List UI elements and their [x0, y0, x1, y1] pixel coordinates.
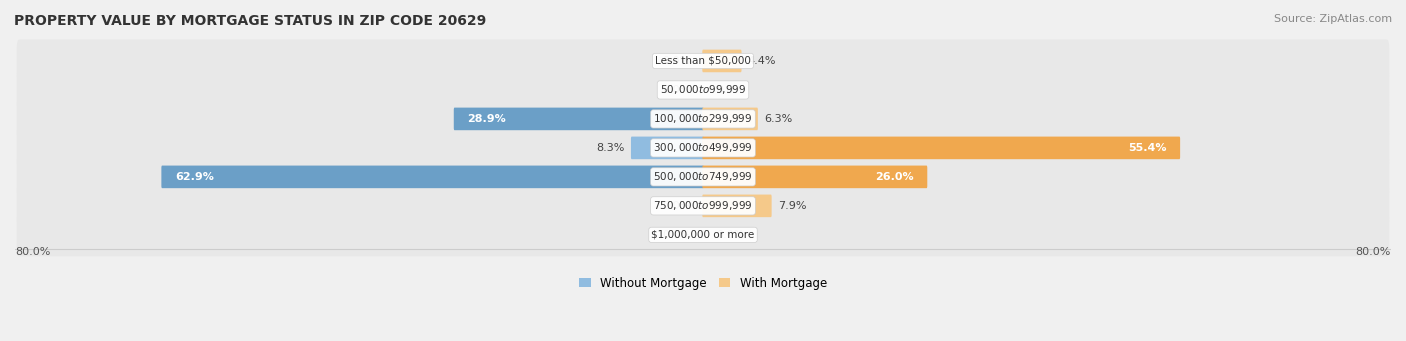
FancyBboxPatch shape [703, 108, 758, 130]
Text: 0.0%: 0.0% [662, 230, 690, 240]
Text: 0.0%: 0.0% [716, 85, 744, 95]
Text: 0.0%: 0.0% [716, 230, 744, 240]
Text: $50,000 to $99,999: $50,000 to $99,999 [659, 84, 747, 97]
Text: 0.0%: 0.0% [662, 85, 690, 95]
FancyBboxPatch shape [17, 184, 1389, 227]
Text: PROPERTY VALUE BY MORTGAGE STATUS IN ZIP CODE 20629: PROPERTY VALUE BY MORTGAGE STATUS IN ZIP… [14, 14, 486, 28]
FancyBboxPatch shape [17, 40, 1389, 83]
FancyBboxPatch shape [454, 108, 703, 130]
Text: $100,000 to $299,999: $100,000 to $299,999 [654, 113, 752, 125]
FancyBboxPatch shape [17, 69, 1389, 112]
Text: 4.4%: 4.4% [748, 56, 776, 66]
FancyBboxPatch shape [703, 137, 1180, 159]
FancyBboxPatch shape [17, 98, 1389, 140]
Text: 26.0%: 26.0% [875, 172, 914, 182]
FancyBboxPatch shape [703, 166, 928, 188]
FancyBboxPatch shape [17, 155, 1389, 198]
Text: 6.3%: 6.3% [763, 114, 793, 124]
Text: 8.3%: 8.3% [596, 143, 624, 153]
Text: Less than $50,000: Less than $50,000 [655, 56, 751, 66]
Text: $1,000,000 or more: $1,000,000 or more [651, 230, 755, 240]
FancyBboxPatch shape [703, 50, 741, 72]
FancyBboxPatch shape [631, 137, 703, 159]
Text: 7.9%: 7.9% [778, 201, 806, 211]
Text: 80.0%: 80.0% [1355, 247, 1391, 257]
Text: Source: ZipAtlas.com: Source: ZipAtlas.com [1274, 14, 1392, 24]
Text: $300,000 to $499,999: $300,000 to $499,999 [654, 142, 752, 154]
FancyBboxPatch shape [17, 213, 1389, 256]
FancyBboxPatch shape [17, 127, 1389, 169]
Text: 28.9%: 28.9% [467, 114, 506, 124]
Legend: Without Mortgage, With Mortgage: Without Mortgage, With Mortgage [574, 272, 832, 294]
Text: 55.4%: 55.4% [1128, 143, 1167, 153]
Text: 0.0%: 0.0% [662, 201, 690, 211]
Text: 0.0%: 0.0% [662, 56, 690, 66]
Text: $500,000 to $749,999: $500,000 to $749,999 [654, 170, 752, 183]
FancyBboxPatch shape [162, 166, 703, 188]
FancyBboxPatch shape [703, 195, 772, 217]
Text: 80.0%: 80.0% [15, 247, 51, 257]
Text: 62.9%: 62.9% [174, 172, 214, 182]
Text: $750,000 to $999,999: $750,000 to $999,999 [654, 199, 752, 212]
